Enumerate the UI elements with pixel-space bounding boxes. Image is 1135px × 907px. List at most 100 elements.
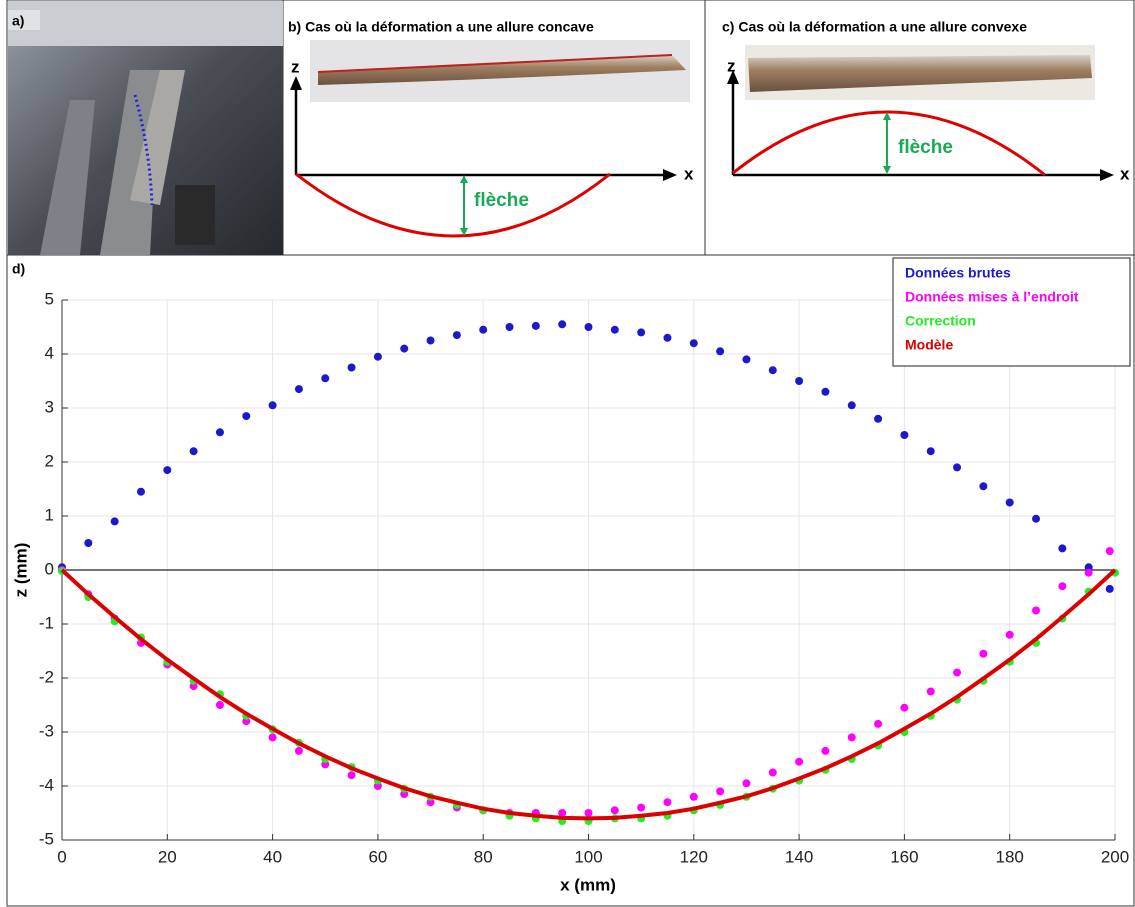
data-point xyxy=(163,466,172,475)
grid: 0 20 40 60 80 100 120 140 160 180 200 -5 -4 -3 -2 -1 0 1 2… xyxy=(39,289,1129,866)
data-point xyxy=(689,339,698,348)
data-point xyxy=(426,336,435,345)
axis-label: x xyxy=(1120,164,1130,183)
data-point xyxy=(479,325,488,334)
data-point xyxy=(1058,544,1067,553)
data-point xyxy=(900,703,909,712)
data-point xyxy=(215,701,224,709)
y-tick-label: -4 xyxy=(39,775,54,794)
y-tick-label: 1 xyxy=(45,505,54,524)
model-line xyxy=(60,568,1117,821)
data-point xyxy=(847,401,856,410)
photo-c xyxy=(745,45,1095,100)
plot-area xyxy=(58,320,1119,826)
data-point xyxy=(1058,582,1067,591)
data-point xyxy=(1105,547,1114,556)
data-point xyxy=(373,352,382,361)
data-point xyxy=(663,333,672,342)
data-point xyxy=(321,374,330,383)
data-point xyxy=(242,412,251,421)
data-point xyxy=(294,385,303,394)
data-point xyxy=(900,431,909,439)
data-point xyxy=(610,806,619,815)
data-point xyxy=(874,719,883,728)
data-point xyxy=(136,487,145,496)
legend-box xyxy=(892,257,1131,367)
legend-entry: Modèle xyxy=(905,337,953,353)
data-point xyxy=(637,803,646,812)
legend-entry: Correction xyxy=(905,313,976,329)
data-point xyxy=(663,798,672,807)
data-point xyxy=(189,447,198,456)
data-point xyxy=(768,366,777,375)
x-tick-label: 40 xyxy=(263,847,282,866)
data-point xyxy=(584,809,593,817)
y-axis-title: z (mm) xyxy=(11,543,30,598)
data-point xyxy=(1032,606,1041,615)
y-tick-label: -2 xyxy=(39,667,54,686)
x-tick-label: 120 xyxy=(680,847,708,866)
figure-frame xyxy=(6,0,1135,907)
data-point xyxy=(558,320,567,329)
data-point xyxy=(795,377,804,385)
data-point xyxy=(979,482,988,491)
panel-label: d) xyxy=(12,261,25,277)
data-point xyxy=(821,746,830,755)
data-point xyxy=(1032,514,1041,523)
data-point xyxy=(347,771,356,780)
x-tick-label: 100 xyxy=(574,847,602,866)
deflection-arrow xyxy=(883,112,891,174)
data-point xyxy=(400,344,409,353)
data-point xyxy=(584,323,593,331)
y-tick-label: 2 xyxy=(45,451,54,470)
data-point xyxy=(742,779,751,788)
concave-curve xyxy=(295,172,611,238)
data-point xyxy=(716,787,725,796)
panel-title: b) Cas où la déformation a une allure co… xyxy=(288,19,594,35)
y-tick-label: 4 xyxy=(45,343,54,362)
y-tick-label: 3 xyxy=(45,397,54,416)
x-tick-label: 140 xyxy=(785,847,813,866)
diagram-b xyxy=(290,76,677,181)
diagram-c xyxy=(727,70,1114,181)
panel-label: a) xyxy=(12,13,24,29)
data-point xyxy=(268,733,277,742)
x-tick-label: 180 xyxy=(996,847,1024,866)
data-point xyxy=(768,768,777,777)
axis-label: z xyxy=(291,57,300,76)
data-point xyxy=(531,321,540,330)
data-point xyxy=(110,517,119,526)
data-point xyxy=(294,746,303,755)
y-tick-label: -3 xyxy=(39,721,54,740)
data-point xyxy=(953,668,962,677)
x-axis-title: x (mm) xyxy=(560,875,616,894)
data-point xyxy=(926,687,935,696)
data-point xyxy=(1084,568,1093,577)
x-tick-label: 60 xyxy=(368,847,387,866)
legend-entry: Données brutes xyxy=(905,265,1011,281)
data-point xyxy=(505,323,514,331)
axis-label: x xyxy=(684,164,694,183)
data-point xyxy=(742,355,751,364)
data-point xyxy=(1005,630,1014,639)
photo-a xyxy=(8,1,283,255)
data-point xyxy=(716,347,725,356)
data-point xyxy=(268,401,277,410)
data-point xyxy=(1105,584,1114,593)
x-tick-label: 0 xyxy=(57,847,66,866)
y-tick-label: -1 xyxy=(39,613,54,632)
data-point xyxy=(452,331,461,340)
data-point xyxy=(689,792,698,801)
data-point xyxy=(795,757,804,766)
photo-b xyxy=(310,40,690,102)
x-tick-label: 20 xyxy=(158,847,177,866)
data-point xyxy=(979,649,988,658)
legend: Données brutes Données mises à l’endroit C… xyxy=(892,257,1131,367)
arrow-label: flèche xyxy=(474,190,529,211)
panel-title: c) Cas où la déformation a une allure co… xyxy=(722,19,1027,35)
axis-label: z xyxy=(727,56,736,75)
x-tick-label: 200 xyxy=(1101,847,1129,866)
y-tick-label: 5 xyxy=(45,289,54,308)
data-point xyxy=(610,325,619,334)
convex-curve xyxy=(732,110,1046,177)
